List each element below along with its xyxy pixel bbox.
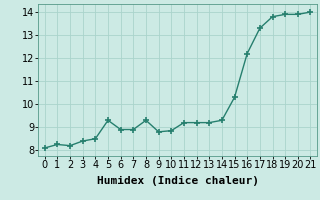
X-axis label: Humidex (Indice chaleur): Humidex (Indice chaleur) bbox=[97, 176, 259, 186]
